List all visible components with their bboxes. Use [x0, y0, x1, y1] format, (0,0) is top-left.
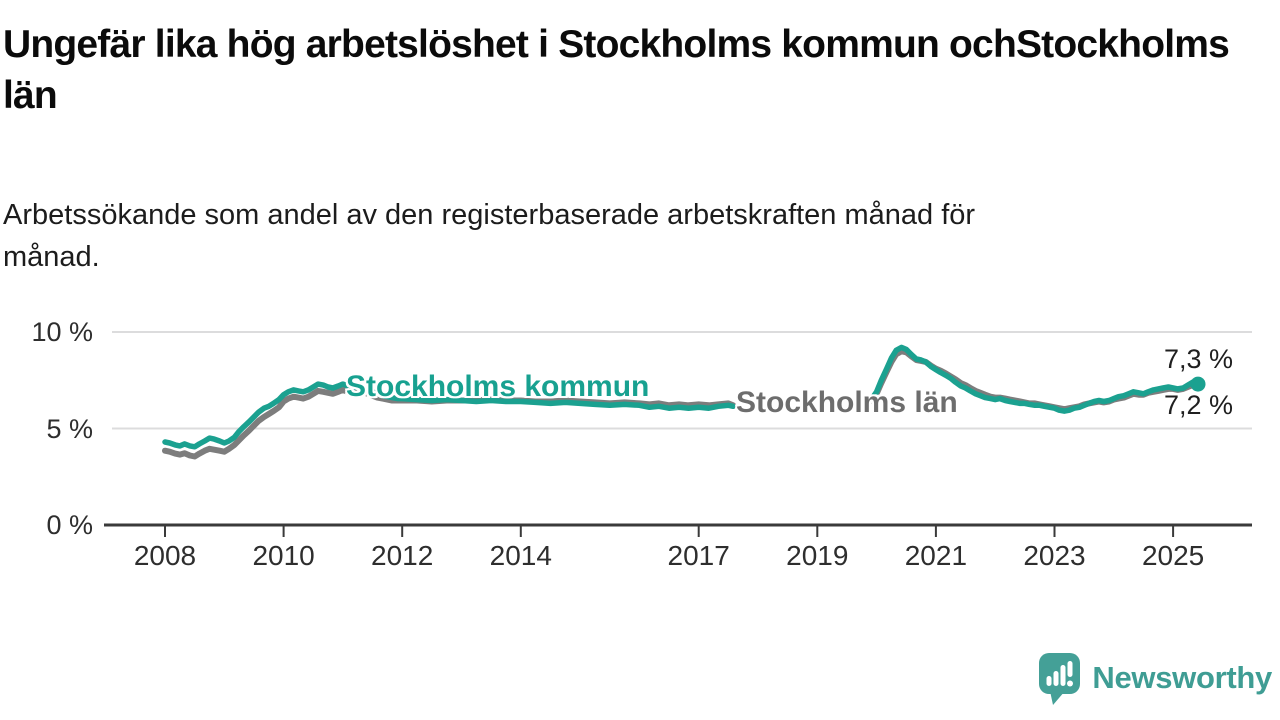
x-tick-label-2017: 2017 [667, 540, 730, 571]
chart-subtitle: Arbetssökande som andel av den registerb… [3, 194, 1233, 278]
x-tick-label-2019: 2019 [786, 540, 849, 571]
page-title-line1: Ungefär lika hög arbetslöshet i Stockhol… [3, 23, 1017, 66]
y-tick-label-5: 5 % [46, 413, 93, 444]
x-tick-label-2025: 2025 [1141, 540, 1205, 571]
end-value-label-lan: 7,2 % [1164, 390, 1234, 420]
chart-subtitle-line2: månad. [3, 241, 100, 274]
y-tick-label-0: 0 % [46, 510, 93, 540]
x-tick-label-2010: 2010 [252, 540, 315, 571]
series-label-stockholms-lan: Stockholms län [736, 386, 958, 419]
series-line-kommun-seg1 [162, 381, 736, 450]
x-tick-label-2014: 2014 [489, 540, 552, 571]
chart-subtitle-line1: Arbetssökande som andel av den registerb… [3, 199, 976, 231]
series-line-kommun-seg2 [869, 344, 1201, 414]
page-title: Ungefär lika hög arbetslöshet i Stockhol… [3, 20, 1275, 121]
y-tick-label-10: 10 % [31, 317, 93, 347]
x-tick-label-2008: 2008 [133, 540, 197, 571]
x-tick-label-2021: 2021 [904, 540, 968, 571]
end-value-label-kommun: 7,3 % [1164, 344, 1234, 374]
x-tick-label-2023: 2023 [1023, 540, 1086, 571]
newsworthy-logo: Newsworthy [1037, 649, 1272, 707]
newsworthy-wordmark: Newsworthy [1092, 660, 1272, 695]
x-tick-label-2012: 2012 [371, 540, 434, 571]
newsworthy-bubble-chart-icon [1039, 653, 1081, 705]
series-end-dot [1190, 376, 1206, 392]
series-label-stockholms-kommun: Stockholms kommun [346, 370, 650, 403]
page-title-line2: Stockholms län [3, 23, 1230, 117]
